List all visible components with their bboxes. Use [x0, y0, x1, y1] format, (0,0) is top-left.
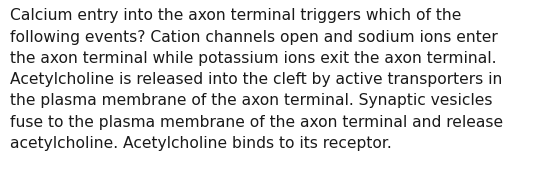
- Text: Calcium entry into the axon terminal triggers which of the
following events? Cat: Calcium entry into the axon terminal tri…: [10, 8, 503, 151]
